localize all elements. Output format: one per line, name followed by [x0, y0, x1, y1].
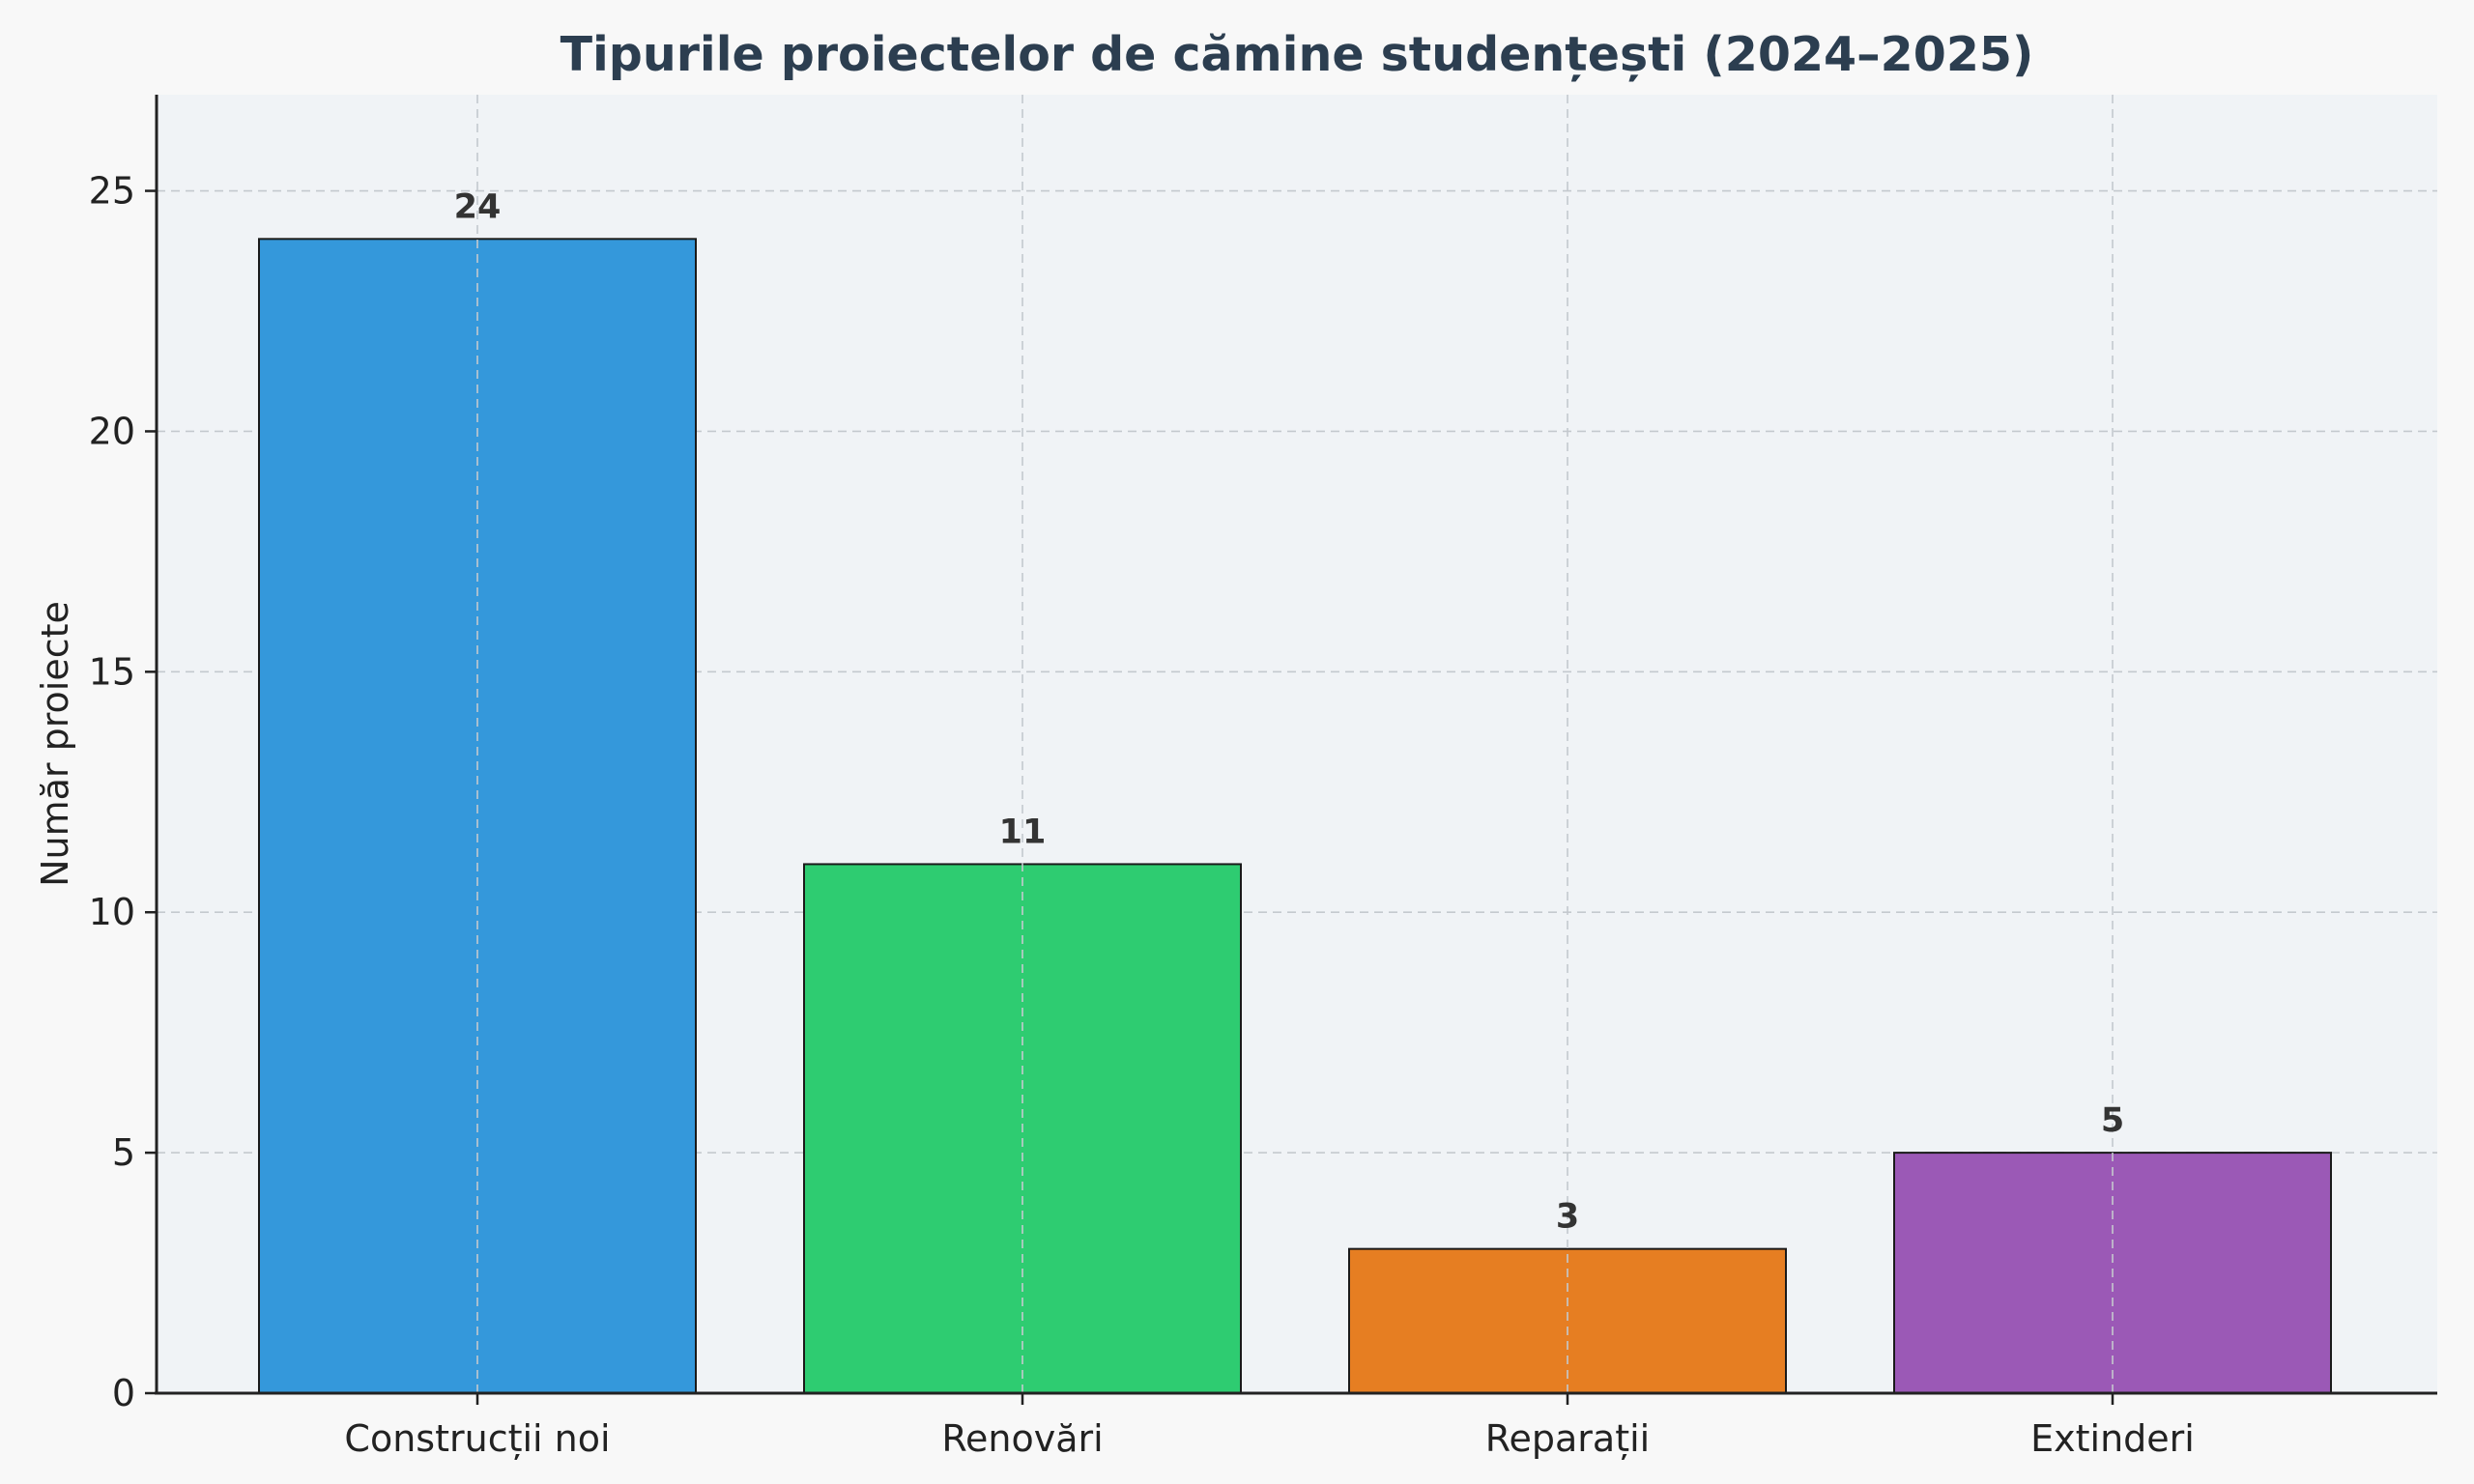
bar-1: [258, 238, 697, 1394]
y-tick-label: 20: [89, 410, 135, 452]
y-tick-label: 0: [112, 1372, 135, 1414]
data-label: 5: [2101, 1101, 2124, 1140]
y-tick-label: 25: [89, 170, 135, 213]
x-axis-ticks: Construcții noi Renovări Reparații Extinder…: [344, 1393, 2195, 1460]
x-tick-label: Extinderi: [2030, 1417, 2195, 1460]
y-tick-label: 5: [112, 1131, 135, 1174]
data-labels: 24 11 3 5: [454, 187, 2125, 1236]
y-axis-ticks: 0 5 10 15 20 25: [89, 170, 157, 1414]
chart-title: Tipurile proiectelor de cămine studențeș…: [561, 27, 2034, 82]
y-axis-label: Număr proiecte: [34, 601, 76, 887]
y-tick-label: 10: [89, 891, 135, 933]
axes: [155, 95, 2437, 1395]
x-tick-label: Reparații: [1485, 1417, 1650, 1460]
x-tick-label: Construcții noi: [344, 1417, 610, 1460]
data-label: 24: [454, 187, 502, 226]
data-label: 3: [1556, 1198, 1579, 1237]
data-label: 11: [999, 813, 1047, 851]
y-tick-label: 15: [89, 650, 135, 693]
x-tick-label: Renovări: [941, 1417, 1103, 1460]
